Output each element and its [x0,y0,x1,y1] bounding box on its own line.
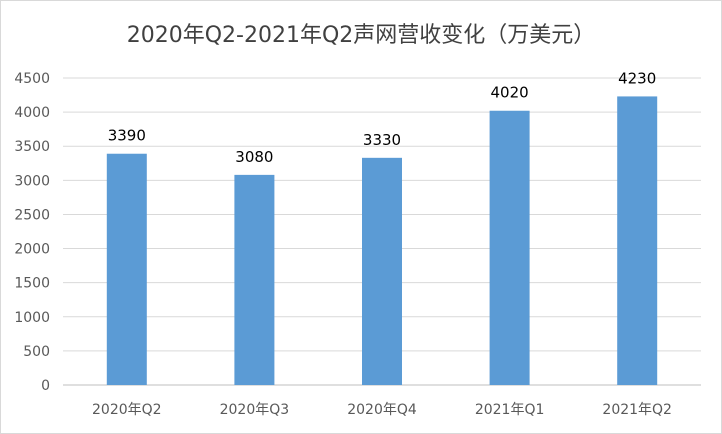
x-tick-label: 2020年Q2 [92,402,162,418]
bar [234,174,275,385]
bar [489,110,530,385]
data-label: 4020 [491,84,529,102]
y-tick-label: 0 [41,378,50,394]
y-tick-label: 2000 [14,242,50,258]
y-tick-label: 1500 [14,276,50,292]
data-label: 4230 [618,69,656,87]
y-tick-label: 4500 [14,71,50,87]
x-tick-label: 2020年Q4 [347,402,417,418]
data-label: 3080 [235,148,273,166]
x-tick-label: 2020年Q3 [220,402,290,418]
y-tick-label: 1000 [14,310,50,326]
x-tick-label: 2021年Q2 [602,402,672,418]
bar [617,96,658,386]
y-tick-label: 500 [23,344,50,360]
bar [362,157,402,385]
y-tick-label: 2500 [14,207,50,223]
data-label: 3330 [363,131,401,149]
y-tick-label: 3000 [14,173,50,189]
y-tick-label: 3500 [14,139,50,155]
data-label: 3390 [108,127,146,145]
x-tick-label: 2021年Q1 [475,402,545,418]
bar [106,153,147,385]
y-tick-label: 4000 [14,105,50,121]
chart-title: 2020年Q2-2021年Q2声网营收变化（万美元） [126,23,596,48]
